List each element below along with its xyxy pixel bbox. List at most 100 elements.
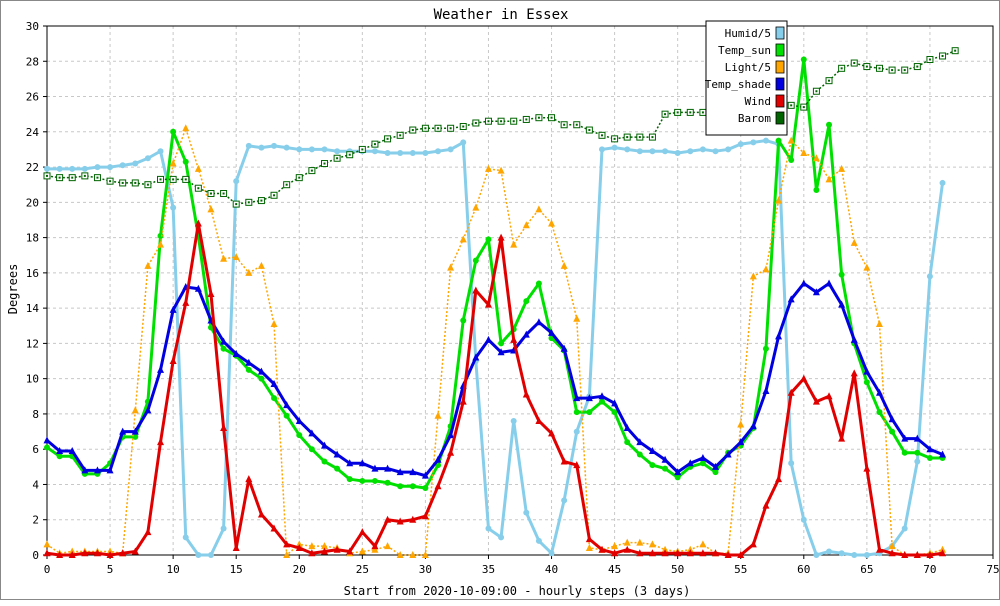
point-light-5 xyxy=(270,320,278,328)
point-light-5 xyxy=(472,203,480,211)
point-temp-sun xyxy=(409,483,416,490)
point-temp-sun xyxy=(170,128,177,135)
point-barom-center xyxy=(71,176,74,179)
series-humid-5 xyxy=(44,137,946,558)
point-barom-center xyxy=(626,136,629,139)
point-barom-center xyxy=(260,199,263,202)
point-temp-shade xyxy=(926,445,934,453)
point-humid-5 xyxy=(44,165,50,172)
point-barom-center xyxy=(512,120,515,123)
point-temp-shade xyxy=(421,471,429,479)
point-humid-5 xyxy=(826,548,833,555)
point-temp-sun xyxy=(573,409,580,416)
point-temp-shade xyxy=(737,438,745,446)
point-humid-5 xyxy=(662,148,669,155)
point-barom-center xyxy=(462,125,465,128)
point-wind xyxy=(232,543,240,551)
point-light-5 xyxy=(295,540,303,548)
point-temp-sun xyxy=(699,460,706,467)
point-temp-shade xyxy=(573,394,581,402)
point-barom-center xyxy=(500,120,503,123)
point-wind xyxy=(548,429,556,437)
point-wind xyxy=(472,286,480,294)
legend-label-humid-5: Humid/5 xyxy=(725,27,771,40)
point-wind xyxy=(800,374,808,382)
point-light-5 xyxy=(863,263,871,271)
point-temp-sun xyxy=(636,451,643,458)
point-wind xyxy=(56,551,64,558)
x-tick-label: 70 xyxy=(923,563,936,576)
point-humid-5 xyxy=(926,273,933,280)
point-temp-shade xyxy=(295,416,303,424)
point-wind xyxy=(674,549,682,557)
point-wind xyxy=(421,512,429,520)
point-humid-5 xyxy=(308,146,315,153)
point-wind xyxy=(875,545,883,553)
point-barom-center xyxy=(689,111,692,114)
point-temp-sun xyxy=(901,449,908,456)
point-barom-center xyxy=(790,104,793,107)
point-temp-shade xyxy=(800,279,808,287)
point-barom-center xyxy=(336,157,339,160)
point-light-5 xyxy=(308,542,316,550)
point-temp-shade xyxy=(56,446,64,454)
point-barom-center xyxy=(828,79,831,82)
point-wind xyxy=(598,545,606,553)
point-barom-center xyxy=(310,169,313,172)
point-wind xyxy=(901,551,909,558)
point-barom-center xyxy=(487,120,490,123)
point-light-5 xyxy=(522,221,530,229)
point-temp-shade xyxy=(257,367,265,375)
x-axis-label: Start from 2020-10-09:00 - hourly steps … xyxy=(344,584,691,598)
point-barom-center xyxy=(172,178,175,181)
x-tick-label: 0 xyxy=(44,563,51,576)
plot-area xyxy=(46,25,994,556)
point-wind xyxy=(68,551,76,558)
point-light-5 xyxy=(232,252,240,260)
point-barom-center xyxy=(928,58,931,61)
point-barom-center xyxy=(159,178,162,181)
grid xyxy=(47,26,993,555)
point-wind xyxy=(863,464,871,472)
y-tick-label: 18 xyxy=(26,232,39,245)
point-barom-center xyxy=(575,123,578,126)
point-temp-shade xyxy=(194,284,202,292)
x-tick-label: 60 xyxy=(797,563,810,576)
point-humid-5 xyxy=(914,458,921,465)
point-temp-shade xyxy=(434,455,442,463)
point-barom-center xyxy=(550,116,553,119)
point-temp-shade xyxy=(674,468,682,476)
point-temp-sun xyxy=(662,465,669,472)
point-temp-shade xyxy=(585,394,593,402)
point-temp-shade xyxy=(157,365,165,373)
point-wind xyxy=(157,438,165,446)
point-temp-shade xyxy=(875,388,883,396)
point-wind xyxy=(510,335,518,343)
point-temp-shade xyxy=(787,295,795,303)
point-humid-5 xyxy=(447,146,454,153)
point-barom-center xyxy=(815,90,818,93)
point-barom-center xyxy=(954,49,957,52)
point-temp-sun xyxy=(523,298,530,305)
point-humid-5 xyxy=(460,139,467,146)
y-tick-label: 8 xyxy=(32,408,39,421)
point-temp-shade xyxy=(106,466,114,474)
x-tick-label: 40 xyxy=(545,563,558,576)
point-temp-shade xyxy=(43,436,51,444)
point-temp-sun xyxy=(712,469,719,476)
point-barom-center xyxy=(701,111,704,114)
y-tick-label: 30 xyxy=(26,20,39,33)
point-humid-5 xyxy=(69,165,76,172)
point-light-5 xyxy=(661,545,669,553)
point-light-5 xyxy=(648,540,656,548)
point-wind xyxy=(409,515,417,523)
point-temp-sun xyxy=(813,186,820,193)
y-tick-label: 6 xyxy=(32,443,39,456)
point-temp-shade xyxy=(119,427,127,435)
x-tick-label: 45 xyxy=(608,563,621,576)
point-barom-center xyxy=(46,174,48,177)
point-barom-center xyxy=(840,67,843,70)
point-light-5 xyxy=(144,261,152,269)
